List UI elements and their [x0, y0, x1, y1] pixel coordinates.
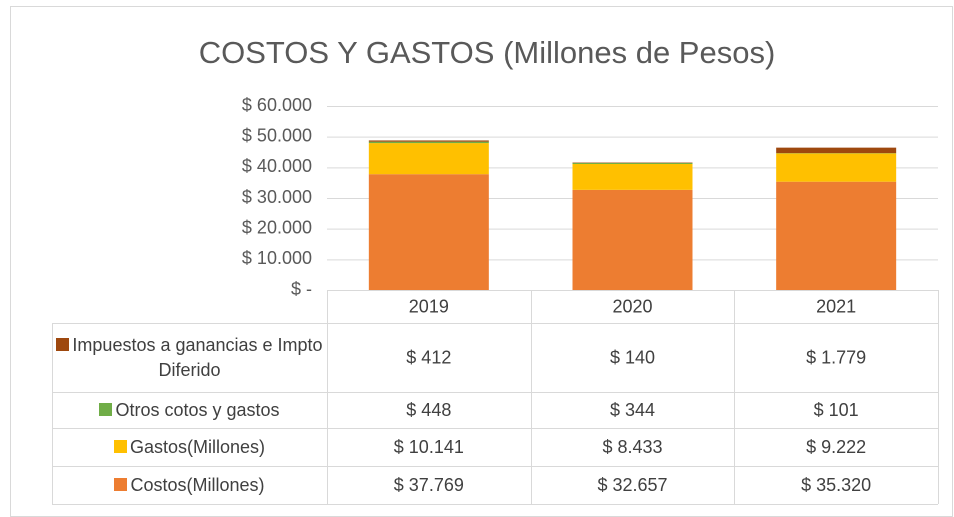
legend-label: Impuestos a ganancias e Impto Diferido: [54, 333, 325, 383]
legend-cell: Costos(Millones): [54, 466, 325, 504]
legend-label: Costos(Millones): [114, 473, 265, 498]
y-tick-label: $ 60.000: [242, 95, 312, 115]
legend-item: Gastos(Millones): [54, 428, 325, 466]
table-value: $ 448: [406, 400, 451, 420]
bar-segment: [572, 162, 693, 164]
table-value: $ 35.320: [801, 475, 871, 495]
table-value: $ 344: [610, 400, 655, 420]
y-tick-label: $ -: [291, 279, 312, 299]
bar-segment: [368, 141, 489, 144]
legend-cell: Impuestos a ganancias e Impto Diferido: [54, 323, 325, 392]
y-tick-label: $ 10.000: [242, 248, 312, 268]
table-value: $ 1.779: [806, 347, 866, 367]
y-tick-label: $ 40.000: [242, 156, 312, 176]
x-tick-label: 2019: [409, 296, 449, 316]
table-value: $ 412: [406, 347, 451, 367]
table-value: $ 10.141: [394, 437, 464, 457]
legend-label: Otros cotos y gastos: [99, 398, 280, 423]
bar-segment: [368, 143, 489, 175]
bar-segment: [368, 174, 489, 290]
legend-item: Impuestos a ganancias e Impto Diferido: [54, 323, 325, 392]
legend-text: Impuestos a ganancias e Impto Diferido: [72, 334, 323, 380]
legend-label: Gastos(Millones): [113, 435, 266, 460]
legend-cell: Gastos(Millones): [54, 428, 325, 466]
bar-segment: [572, 189, 693, 290]
legend-swatch: [99, 402, 113, 416]
bar-segment: [572, 163, 693, 190]
legend-swatch: [113, 439, 127, 453]
table-value: $ 32.657: [597, 475, 667, 495]
legend-swatch: [114, 477, 128, 491]
y-tick-label: $ 20.000: [242, 217, 312, 237]
bar-segment: [776, 147, 897, 154]
table-value: $ 37.769: [394, 475, 464, 495]
y-tick-label: $ 50.000: [242, 125, 312, 145]
legend-cell: Otros cotos y gastos: [54, 392, 325, 428]
legend-text: Costos(Millones): [130, 474, 265, 495]
bar-segment: [776, 181, 897, 290]
legend-text: Gastos(Millones): [129, 436, 266, 457]
table-value: $ 9.222: [806, 437, 866, 457]
chart-title: COSTOS Y GASTOS (Millones de Pesos): [199, 35, 776, 70]
legend-text: Otros cotos y gastos: [115, 399, 280, 420]
table-value: $ 101: [814, 400, 859, 420]
legend-item: Otros cotos y gastos: [54, 392, 325, 428]
bar-segment: [368, 140, 489, 142]
legend-swatch: [56, 337, 70, 351]
table-value: $ 8.433: [602, 437, 662, 457]
x-tick-label: 2020: [612, 296, 652, 316]
table-value: $ 140: [610, 347, 655, 367]
y-tick-label: $ 30.000: [242, 187, 312, 207]
bar-segment: [776, 153, 897, 182]
legend-item: Costos(Millones): [54, 466, 325, 504]
x-tick-label: 2021: [816, 296, 856, 316]
